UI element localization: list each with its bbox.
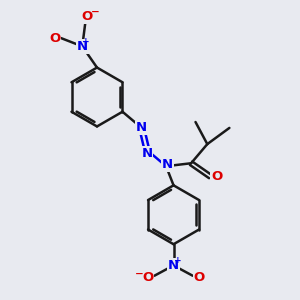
Text: O: O xyxy=(211,170,222,183)
Text: N: N xyxy=(168,259,179,272)
Text: N: N xyxy=(141,147,152,160)
Text: O: O xyxy=(194,271,205,284)
Text: O: O xyxy=(81,11,92,23)
Text: +: + xyxy=(82,37,90,46)
Text: O: O xyxy=(49,32,60,45)
Text: −: − xyxy=(135,268,144,278)
Text: O: O xyxy=(142,271,154,284)
Text: −: − xyxy=(91,7,100,17)
Text: N: N xyxy=(162,158,173,171)
Text: N: N xyxy=(77,40,88,53)
Text: N: N xyxy=(136,122,147,134)
Text: +: + xyxy=(174,256,181,265)
